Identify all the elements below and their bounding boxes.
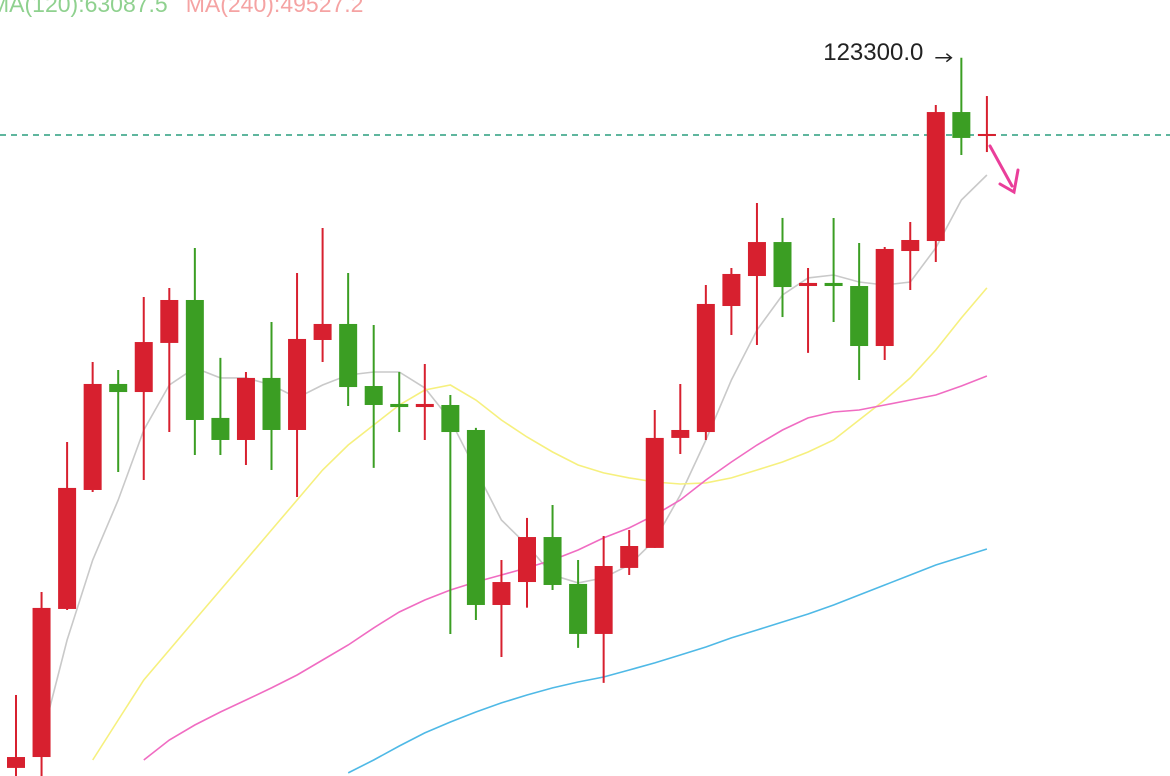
candle-body (799, 282, 818, 287)
candle-body (313, 323, 332, 340)
candle-body (747, 242, 766, 277)
candle-body (415, 403, 434, 408)
candle-body (952, 112, 971, 138)
candle-body (977, 133, 996, 137)
candle-body (901, 239, 920, 252)
candle-body (288, 338, 307, 430)
candle-body (543, 537, 562, 585)
candle-body (134, 342, 153, 393)
candle-body (466, 429, 485, 605)
candle-body (926, 112, 945, 242)
annotation-arrow (935, 53, 953, 63)
trend-arrow (988, 144, 1020, 195)
candle-body (109, 383, 128, 393)
candle-body (58, 487, 77, 609)
candle-body (236, 377, 255, 440)
candle-body (211, 417, 230, 440)
candle-body (364, 386, 383, 405)
candle-body (569, 583, 588, 634)
candle-body (492, 582, 511, 605)
candle-body (850, 286, 869, 347)
ma-line (143, 375, 988, 761)
candle-body (83, 383, 102, 490)
candle-body (32, 607, 51, 758)
candle-body (671, 429, 690, 438)
candle-body (824, 282, 843, 287)
candle-body (390, 403, 409, 408)
candle-body (620, 546, 639, 568)
ma-line (92, 287, 988, 761)
ma-line (347, 548, 988, 774)
candle-body (160, 299, 179, 343)
candle-body (773, 242, 792, 288)
ma-line (40, 174, 988, 741)
candle-body (645, 437, 664, 548)
candle-body (185, 299, 204, 420)
candle-body (7, 757, 25, 768)
candle-body (696, 303, 715, 433)
legend-entry: MA(240):49527.2 (186, 0, 364, 17)
candle-body (262, 377, 281, 430)
candle-body (518, 537, 536, 583)
candle-body (875, 248, 894, 347)
candle-body (594, 566, 613, 634)
candle-body (441, 404, 460, 433)
candle-body (339, 323, 358, 388)
candle-body (722, 273, 741, 307)
legend-entry: MA(120):63087.5 (0, 0, 168, 17)
annotation-label: 123300.0 (823, 39, 923, 66)
